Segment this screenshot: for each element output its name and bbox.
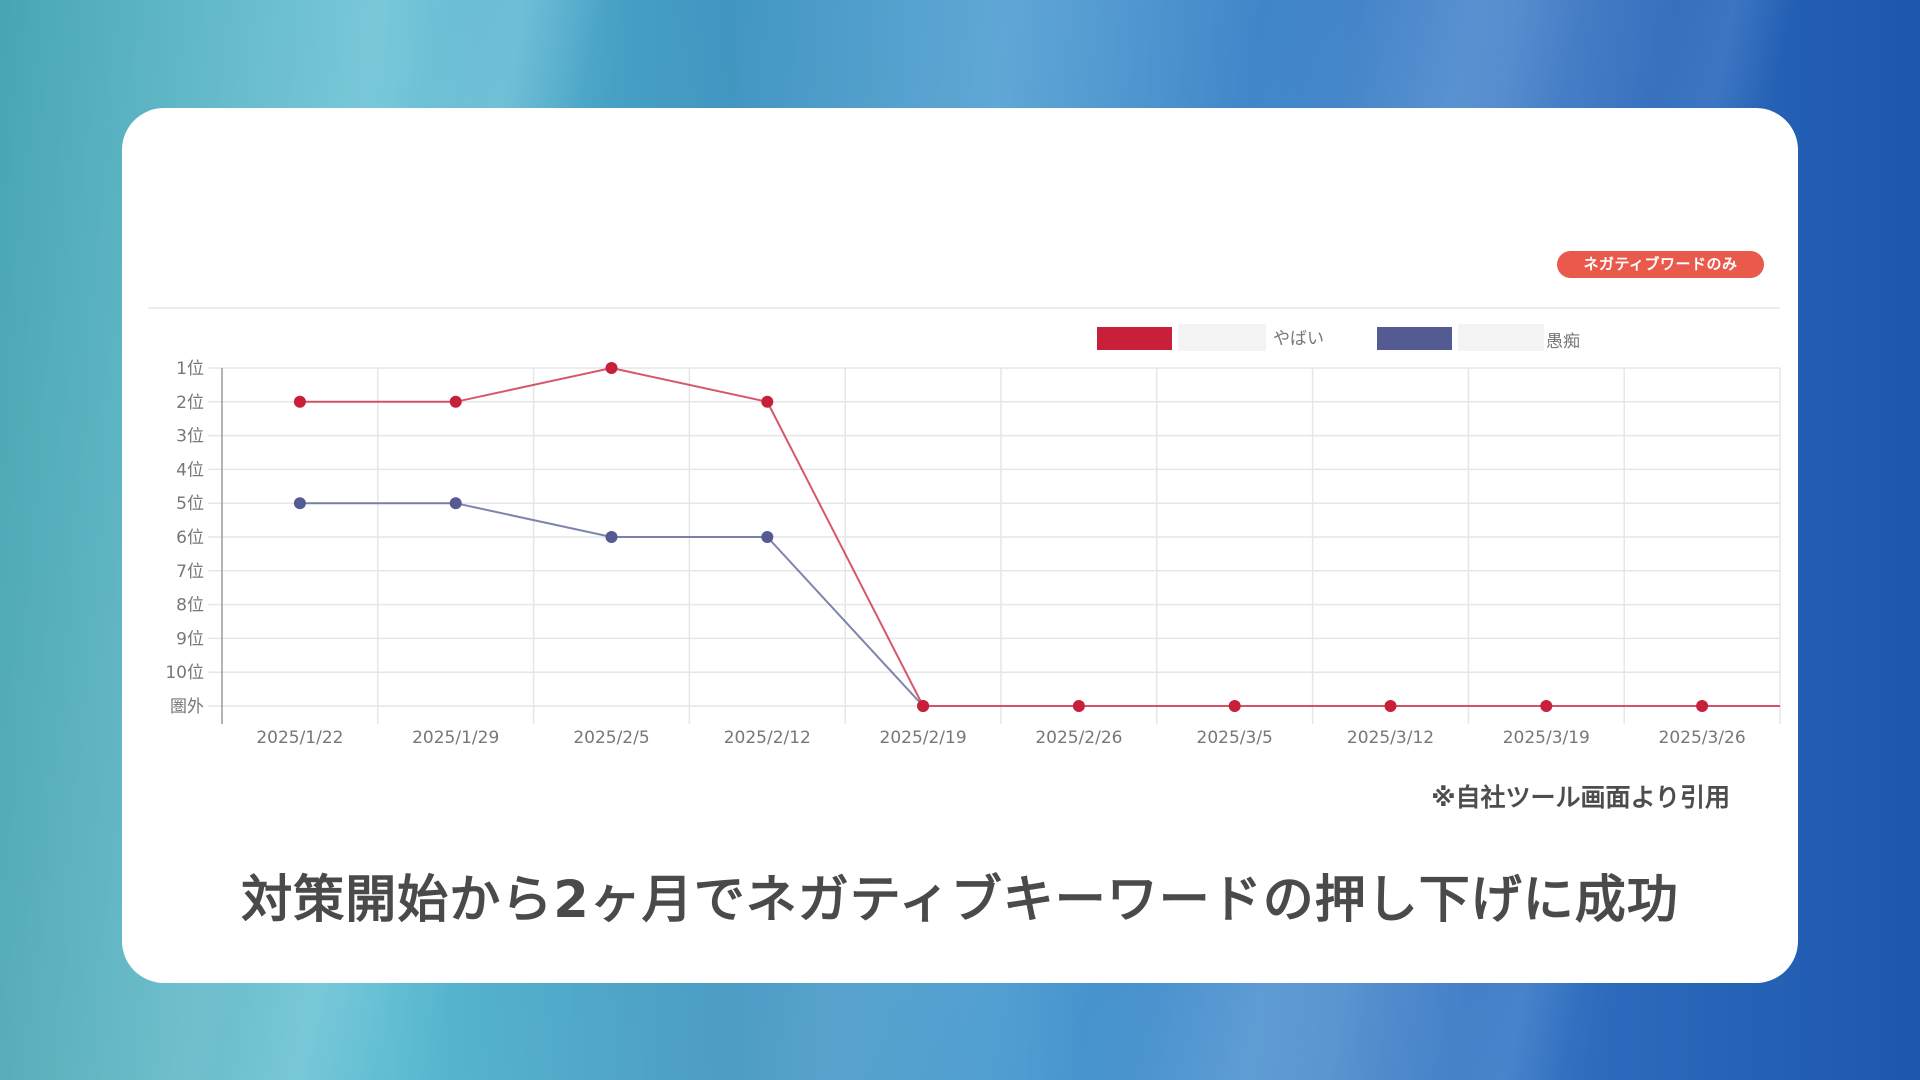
legend-redacted-text [1178, 324, 1266, 351]
y-tick-label: 8位 [176, 596, 204, 616]
data-point[interactable] [1072, 700, 1085, 712]
legend-redacted-text [1458, 324, 1544, 351]
data-point[interactable] [1228, 700, 1241, 712]
x-tick-label: 2025/1/22 [256, 728, 343, 748]
x-tick-label: 2025/3/19 [1503, 728, 1590, 748]
x-tick-label: 2025/3/26 [1659, 728, 1746, 748]
x-tick-label: 2025/2/19 [880, 728, 967, 748]
legend-swatch-blue[interactable] [1377, 327, 1452, 350]
legend-label-yabai: やばい [1273, 329, 1324, 349]
data-point[interactable] [1696, 700, 1709, 712]
x-tick-label: 2025/1/29 [412, 728, 499, 748]
chart-series [293, 362, 1780, 712]
data-point[interactable] [449, 395, 462, 408]
data-point[interactable] [293, 395, 306, 408]
data-point[interactable] [1540, 700, 1553, 712]
x-tick-label: 2025/3/5 [1197, 728, 1273, 748]
y-tick-label: 7位 [176, 562, 204, 582]
y-tick-label: 1位 [176, 359, 204, 379]
y-tick-label: 5位 [176, 494, 204, 514]
x-tick-label: 2025/3/12 [1347, 728, 1434, 748]
data-point[interactable] [761, 395, 774, 408]
data-point[interactable] [605, 531, 618, 543]
data-point[interactable] [293, 497, 306, 510]
y-tick-label: 圏外 [170, 697, 204, 717]
y-tick-label: 10位 [165, 663, 204, 683]
data-point[interactable] [761, 531, 774, 543]
y-tick-label: 2位 [176, 393, 204, 413]
data-point[interactable] [1384, 700, 1397, 712]
content-card [122, 108, 1798, 983]
citation-note: ※自社ツール画面より引用 [1431, 783, 1730, 812]
x-tick-label: 2025/2/5 [573, 728, 649, 748]
x-axis-labels: 2025/1/22 2025/1/29 2025/2/5 2025/2/12 2025/… [256, 728, 1745, 748]
y-tick-label: 6位 [176, 528, 204, 548]
x-tick-label: 2025/2/12 [724, 728, 811, 748]
y-tick-label: 3位 [176, 427, 204, 447]
legend-label-guchi: 愚痴 [1546, 332, 1580, 352]
x-tick-label: 2025/2/26 [1035, 728, 1122, 748]
negative-words-only-badge[interactable]: ネガティブワードのみ [1557, 251, 1764, 278]
legend-swatch-red[interactable] [1097, 327, 1172, 350]
data-point[interactable] [605, 362, 618, 374]
y-tick-label: 9位 [176, 629, 204, 649]
chart-header-divider [148, 307, 1780, 309]
headline-caption: 対策開始から2ヶ月でネガティブキーワードの押し下げに成功 [241, 871, 1679, 930]
y-tick-label: 4位 [176, 460, 204, 480]
data-point[interactable] [917, 700, 930, 712]
data-point[interactable] [449, 497, 462, 510]
chart-grid [208, 367, 1781, 724]
